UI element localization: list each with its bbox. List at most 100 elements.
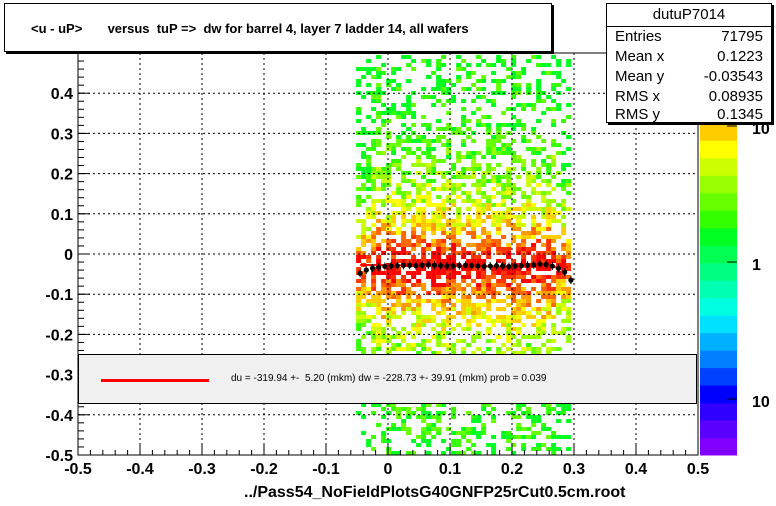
heatmap-cell [551, 279, 557, 283]
heatmap-cell [491, 139, 497, 143]
heatmap-cell [411, 327, 417, 331]
heatmap-cell [461, 431, 467, 435]
heatmap-cell [386, 439, 392, 443]
heatmap-cell [561, 167, 567, 171]
heatmap-cell [471, 219, 477, 223]
heatmap-cell [361, 231, 367, 235]
heatmap-cell [526, 175, 532, 179]
heatmap-cell [496, 347, 502, 351]
heatmap-cell [486, 331, 492, 335]
heatmap-cell [521, 215, 527, 219]
heatmap-cell [381, 239, 387, 243]
heatmap-cell [376, 259, 382, 263]
heatmap-cell [376, 87, 382, 91]
heatmap-cell [496, 147, 502, 151]
heatmap-cell [481, 247, 487, 251]
heatmap-cell [521, 299, 527, 303]
heatmap-cell [401, 223, 407, 227]
profile-points [357, 260, 574, 285]
heatmap-cell [536, 63, 542, 67]
heatmap-cell [471, 171, 477, 175]
heatmap-cell [531, 351, 537, 355]
heatmap-cell [566, 419, 572, 423]
heatmap-cell [541, 327, 547, 331]
heatmap-cell [431, 259, 437, 263]
heatmap-cell [441, 307, 447, 311]
heatmap-cell [556, 107, 562, 111]
heatmap-cell [501, 435, 507, 439]
heatmap-cell [451, 439, 457, 443]
heatmap-cell [476, 187, 482, 191]
heatmap-cell [441, 259, 447, 263]
heatmap-cell [406, 127, 412, 131]
heatmap-cell [476, 223, 482, 227]
heatmap-cell [426, 59, 432, 63]
heatmap-cell [376, 171, 382, 175]
heatmap-cell [471, 419, 477, 423]
heatmap-cell [531, 175, 537, 179]
heatmap-cell [461, 199, 467, 203]
heatmap-cell [451, 219, 457, 223]
heatmap-cell [446, 199, 452, 203]
heatmap-cell [511, 127, 517, 131]
heatmap-cell [561, 327, 567, 331]
heatmap-cell [516, 219, 522, 223]
heatmap-cell [471, 71, 477, 75]
heatmap-cell [531, 247, 537, 251]
heatmap-cell [566, 403, 572, 407]
heatmap-cell [561, 163, 567, 167]
heatmap-cell [426, 143, 432, 147]
heatmap-cell [436, 271, 442, 275]
heatmap-cell [531, 335, 537, 339]
heatmap-cell [511, 291, 517, 295]
heatmap-cell [421, 419, 427, 423]
heatmap-cell [361, 351, 367, 355]
heatmap-cell [411, 347, 417, 351]
heatmap-cell [476, 87, 482, 91]
heatmap-cell [531, 127, 537, 131]
heatmap-cell [516, 243, 522, 247]
heatmap-cell [391, 259, 397, 263]
heatmap-cell [521, 311, 527, 315]
heatmap-cell [416, 239, 422, 243]
heatmap-cell [546, 339, 552, 343]
heatmap-cell [451, 431, 457, 435]
heatmap-cell [461, 171, 467, 175]
heatmap-cell [476, 107, 482, 111]
heatmap-cell [476, 55, 482, 59]
heatmap-cell [366, 211, 372, 215]
heatmap-cell [476, 259, 482, 263]
heatmap-cell [441, 207, 447, 211]
heatmap-cell [511, 55, 517, 59]
heatmap-cell [416, 271, 422, 275]
heatmap-cell [416, 435, 422, 439]
palette-band [700, 367, 737, 386]
heatmap-cell [366, 71, 372, 75]
heatmap-cell [481, 115, 487, 119]
heatmap-cell [391, 223, 397, 227]
heatmap-cell [381, 291, 387, 295]
heatmap-cell [516, 123, 522, 127]
heatmap-cell [396, 295, 402, 299]
heatmap-cell [516, 427, 522, 431]
heatmap-cell [526, 179, 532, 183]
fit-legend-line [101, 379, 209, 382]
heatmap-cell [536, 191, 542, 195]
heatmap-cell [386, 283, 392, 287]
heatmap-cell [451, 243, 457, 247]
heatmap-cell [376, 127, 382, 131]
heatmap-cell [561, 199, 567, 203]
heatmap-cell [386, 323, 392, 327]
heatmap-cell [411, 219, 417, 223]
stats-key: Mean x [615, 48, 665, 65]
palette-band [700, 157, 737, 176]
heatmap-cell [456, 311, 462, 315]
heatmap-cell [436, 159, 442, 163]
heatmap-cell [446, 271, 452, 275]
heatmap-cell [501, 199, 507, 203]
heatmap-cell [371, 167, 377, 171]
heatmap-cell [551, 239, 557, 243]
heatmap-cell [561, 283, 567, 287]
heatmap-cell [361, 315, 367, 319]
heatmap-cell [386, 119, 392, 123]
